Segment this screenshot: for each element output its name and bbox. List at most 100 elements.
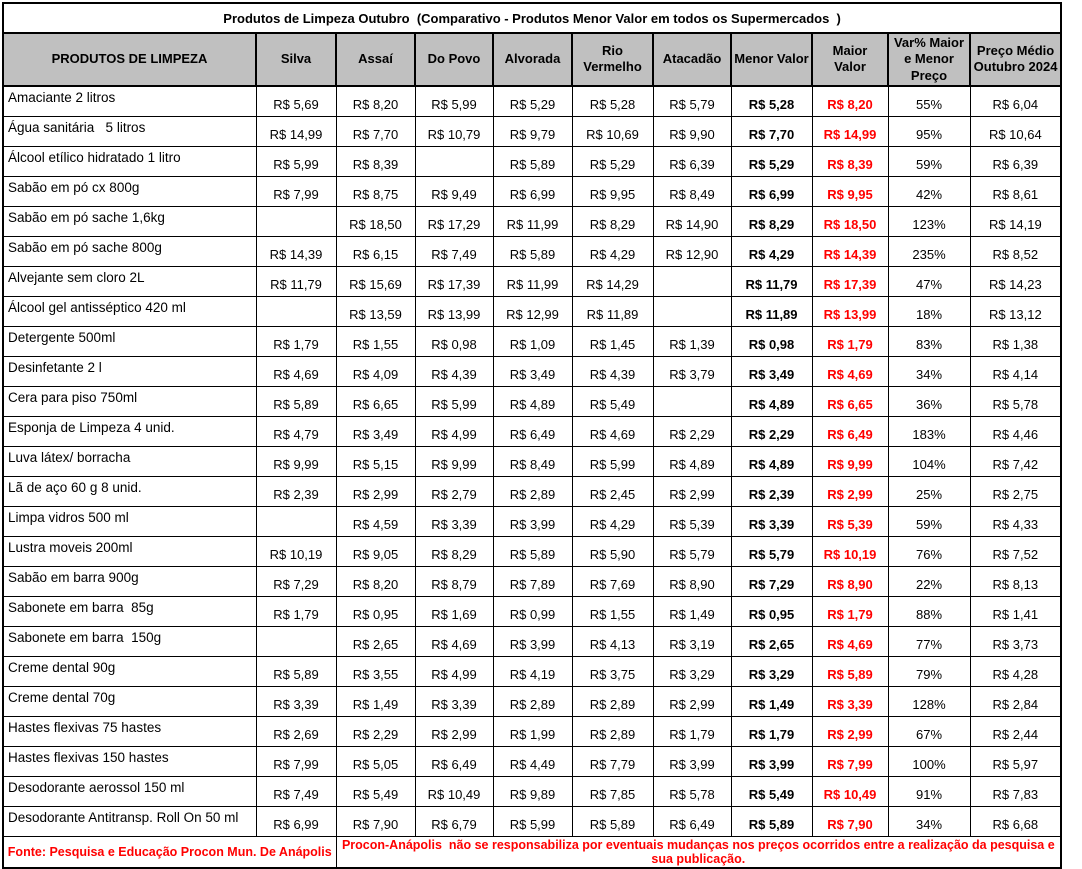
lowest-price-cell: R$ 2,39 bbox=[730, 475, 813, 507]
table-row: Sabão em barra 900g R$ 7,29 R$ 8,20 R$ 8,79… bbox=[2, 565, 1062, 597]
price-cell-atacadao: R$ 3,29 bbox=[652, 655, 732, 687]
average-price-cell: R$ 14,19 bbox=[969, 205, 1062, 237]
price-cell-rio_vermelho: R$ 5,90 bbox=[571, 535, 654, 567]
price-cell-atacadao: R$ 5,79 bbox=[652, 85, 732, 117]
column-header-rio_vermelho: Rio Vermelho bbox=[571, 32, 654, 87]
price-cell-atacadao: R$ 5,79 bbox=[652, 535, 732, 567]
price-cell-rio_vermelho: R$ 7,79 bbox=[571, 745, 654, 777]
table-row: Desinfetante 2 l R$ 4,69 R$ 4,09 R$ 4,39 R$ … bbox=[2, 355, 1062, 387]
lowest-price-cell: R$ 4,29 bbox=[730, 235, 813, 267]
product-name-cell: Creme dental 90g bbox=[2, 655, 257, 687]
product-name-cell: Sabão em pó sache 1,6kg bbox=[2, 205, 257, 237]
average-price-cell: R$ 14,23 bbox=[969, 265, 1062, 297]
product-name-cell: Álcool gel antisséptico 420 ml bbox=[2, 295, 257, 327]
table-row: Lustra moveis 200ml R$ 10,19 R$ 9,05 R$ 8,2… bbox=[2, 535, 1062, 567]
product-name-cell: Álcool etílico hidratado 1 litro bbox=[2, 145, 257, 177]
price-cell-alvorada: R$ 7,89 bbox=[492, 565, 573, 597]
highest-price-cell: R$ 9,95 bbox=[811, 175, 889, 207]
variation-cell: 95% bbox=[887, 115, 971, 147]
average-price-cell: R$ 1,38 bbox=[969, 325, 1062, 357]
average-price-cell: R$ 4,46 bbox=[969, 415, 1062, 447]
lowest-price-cell: R$ 3,29 bbox=[730, 655, 813, 687]
price-cell-do_povo bbox=[414, 145, 494, 177]
price-cell-assai: R$ 5,05 bbox=[335, 745, 416, 777]
highest-price-cell: R$ 7,99 bbox=[811, 745, 889, 777]
price-cell-rio_vermelho: R$ 1,55 bbox=[571, 595, 654, 627]
highest-price-cell: R$ 10,49 bbox=[811, 775, 889, 807]
price-cell-atacadao: R$ 1,79 bbox=[652, 715, 732, 747]
average-price-cell: R$ 6,04 bbox=[969, 85, 1062, 117]
table-row: Água sanitária 5 litros R$ 14,99 R$ 7,70 R$… bbox=[2, 115, 1062, 147]
price-cell-assai: R$ 3,49 bbox=[335, 415, 416, 447]
variation-cell: 36% bbox=[887, 385, 971, 417]
price-cell-silva: R$ 5,99 bbox=[255, 145, 337, 177]
lowest-price-cell: R$ 2,29 bbox=[730, 415, 813, 447]
price-cell-alvorada: R$ 1,09 bbox=[492, 325, 573, 357]
variation-cell: 34% bbox=[887, 355, 971, 387]
variation-cell: 18% bbox=[887, 295, 971, 327]
price-cell-rio_vermelho: R$ 4,13 bbox=[571, 625, 654, 657]
product-name-cell: Hastes flexivas 150 hastes bbox=[2, 745, 257, 777]
variation-cell: 47% bbox=[887, 265, 971, 297]
table-row: Sabão em pó cx 800g R$ 7,99 R$ 8,75 R$ 9,49… bbox=[2, 175, 1062, 207]
price-cell-rio_vermelho: R$ 11,89 bbox=[571, 295, 654, 327]
lowest-price-cell: R$ 7,29 bbox=[730, 565, 813, 597]
price-cell-assai: R$ 13,59 bbox=[335, 295, 416, 327]
lowest-price-cell: R$ 5,28 bbox=[730, 85, 813, 117]
price-cell-alvorada: R$ 4,49 bbox=[492, 745, 573, 777]
price-cell-rio_vermelho: R$ 5,28 bbox=[571, 85, 654, 117]
price-cell-do_povo: R$ 5,99 bbox=[414, 385, 494, 417]
product-name-cell: Lã de aço 60 g 8 unid. bbox=[2, 475, 257, 507]
product-name-cell: Desodorante aerossol 150 ml bbox=[2, 775, 257, 807]
table-row: Sabão em pó sache 1,6kg R$ 18,50 R$ 17,29 R… bbox=[2, 205, 1062, 237]
column-header-menor_valor: Menor Valor bbox=[730, 32, 813, 87]
table-row: Desodorante aerossol 150 ml R$ 7,49 R$ 5,4… bbox=[2, 775, 1062, 807]
price-cell-assai: R$ 0,95 bbox=[335, 595, 416, 627]
price-cell-rio_vermelho: R$ 3,75 bbox=[571, 655, 654, 687]
price-cell-atacadao bbox=[652, 295, 732, 327]
table-row: Alvejante sem cloro 2L R$ 11,79 R$ 15,69 R$… bbox=[2, 265, 1062, 297]
price-cell-alvorada: R$ 9,89 bbox=[492, 775, 573, 807]
price-cell-silva: R$ 5,89 bbox=[255, 385, 337, 417]
price-cell-silva: R$ 2,39 bbox=[255, 475, 337, 507]
table-row: Amaciante 2 litros R$ 5,69 R$ 8,20 R$ 5,99 R… bbox=[2, 85, 1062, 117]
price-cell-assai: R$ 15,69 bbox=[335, 265, 416, 297]
price-cell-assai: R$ 8,20 bbox=[335, 565, 416, 597]
price-cell-atacadao: R$ 8,90 bbox=[652, 565, 732, 597]
product-name-cell: Sabão em pó cx 800g bbox=[2, 175, 257, 207]
price-cell-alvorada: R$ 11,99 bbox=[492, 205, 573, 237]
table-row: Cera para piso 750ml R$ 5,89 R$ 6,65 R$ 5,9… bbox=[2, 385, 1062, 417]
price-cell-atacadao: R$ 5,39 bbox=[652, 505, 732, 537]
table-head: Produtos de Limpeza Outubro (Comparativo… bbox=[1, 2, 1063, 87]
price-cell-silva: R$ 4,79 bbox=[255, 415, 337, 447]
price-cell-atacadao: R$ 3,99 bbox=[652, 745, 732, 777]
table-row: Creme dental 70g R$ 3,39 R$ 1,49 R$ 3,39 R$ … bbox=[2, 685, 1062, 717]
price-cell-atacadao: R$ 12,90 bbox=[652, 235, 732, 267]
price-cell-atacadao: R$ 3,19 bbox=[652, 625, 732, 657]
price-cell-alvorada: R$ 6,49 bbox=[492, 415, 573, 447]
variation-cell: 91% bbox=[887, 775, 971, 807]
variation-cell: 128% bbox=[887, 685, 971, 717]
variation-cell: 83% bbox=[887, 325, 971, 357]
product-name-cell: Água sanitária 5 litros bbox=[2, 115, 257, 147]
variation-cell: 22% bbox=[887, 565, 971, 597]
price-cell-assai: R$ 8,20 bbox=[335, 85, 416, 117]
price-cell-do_povo: R$ 0,98 bbox=[414, 325, 494, 357]
highest-price-cell: R$ 2,99 bbox=[811, 475, 889, 507]
variation-cell: 88% bbox=[887, 595, 971, 627]
price-cell-rio_vermelho: R$ 4,29 bbox=[571, 235, 654, 267]
table-row: Sabonete em barra 85g R$ 1,79 R$ 0,95 R$ 1,… bbox=[2, 595, 1062, 627]
lowest-price-cell: R$ 4,89 bbox=[730, 445, 813, 477]
footer-disclaimer: Procon-Anápolis não se responsabiliza po… bbox=[335, 835, 1062, 869]
price-cell-do_povo: R$ 17,29 bbox=[414, 205, 494, 237]
table-body: Amaciante 2 litros R$ 5,69 R$ 8,20 R$ 5,99 R… bbox=[2, 85, 1062, 837]
highest-price-cell: R$ 18,50 bbox=[811, 205, 889, 237]
price-cell-silva: R$ 1,79 bbox=[255, 325, 337, 357]
column-header-maior_valor: Maior Valor bbox=[811, 32, 889, 87]
price-cell-do_povo: R$ 8,79 bbox=[414, 565, 494, 597]
variation-cell: 76% bbox=[887, 535, 971, 567]
price-cell-do_povo: R$ 9,99 bbox=[414, 445, 494, 477]
table-row: Esponja de Limpeza 4 unid. R$ 4,79 R$ 3,49… bbox=[2, 415, 1062, 447]
price-cell-assai: R$ 5,15 bbox=[335, 445, 416, 477]
price-cell-assai: R$ 7,70 bbox=[335, 115, 416, 147]
